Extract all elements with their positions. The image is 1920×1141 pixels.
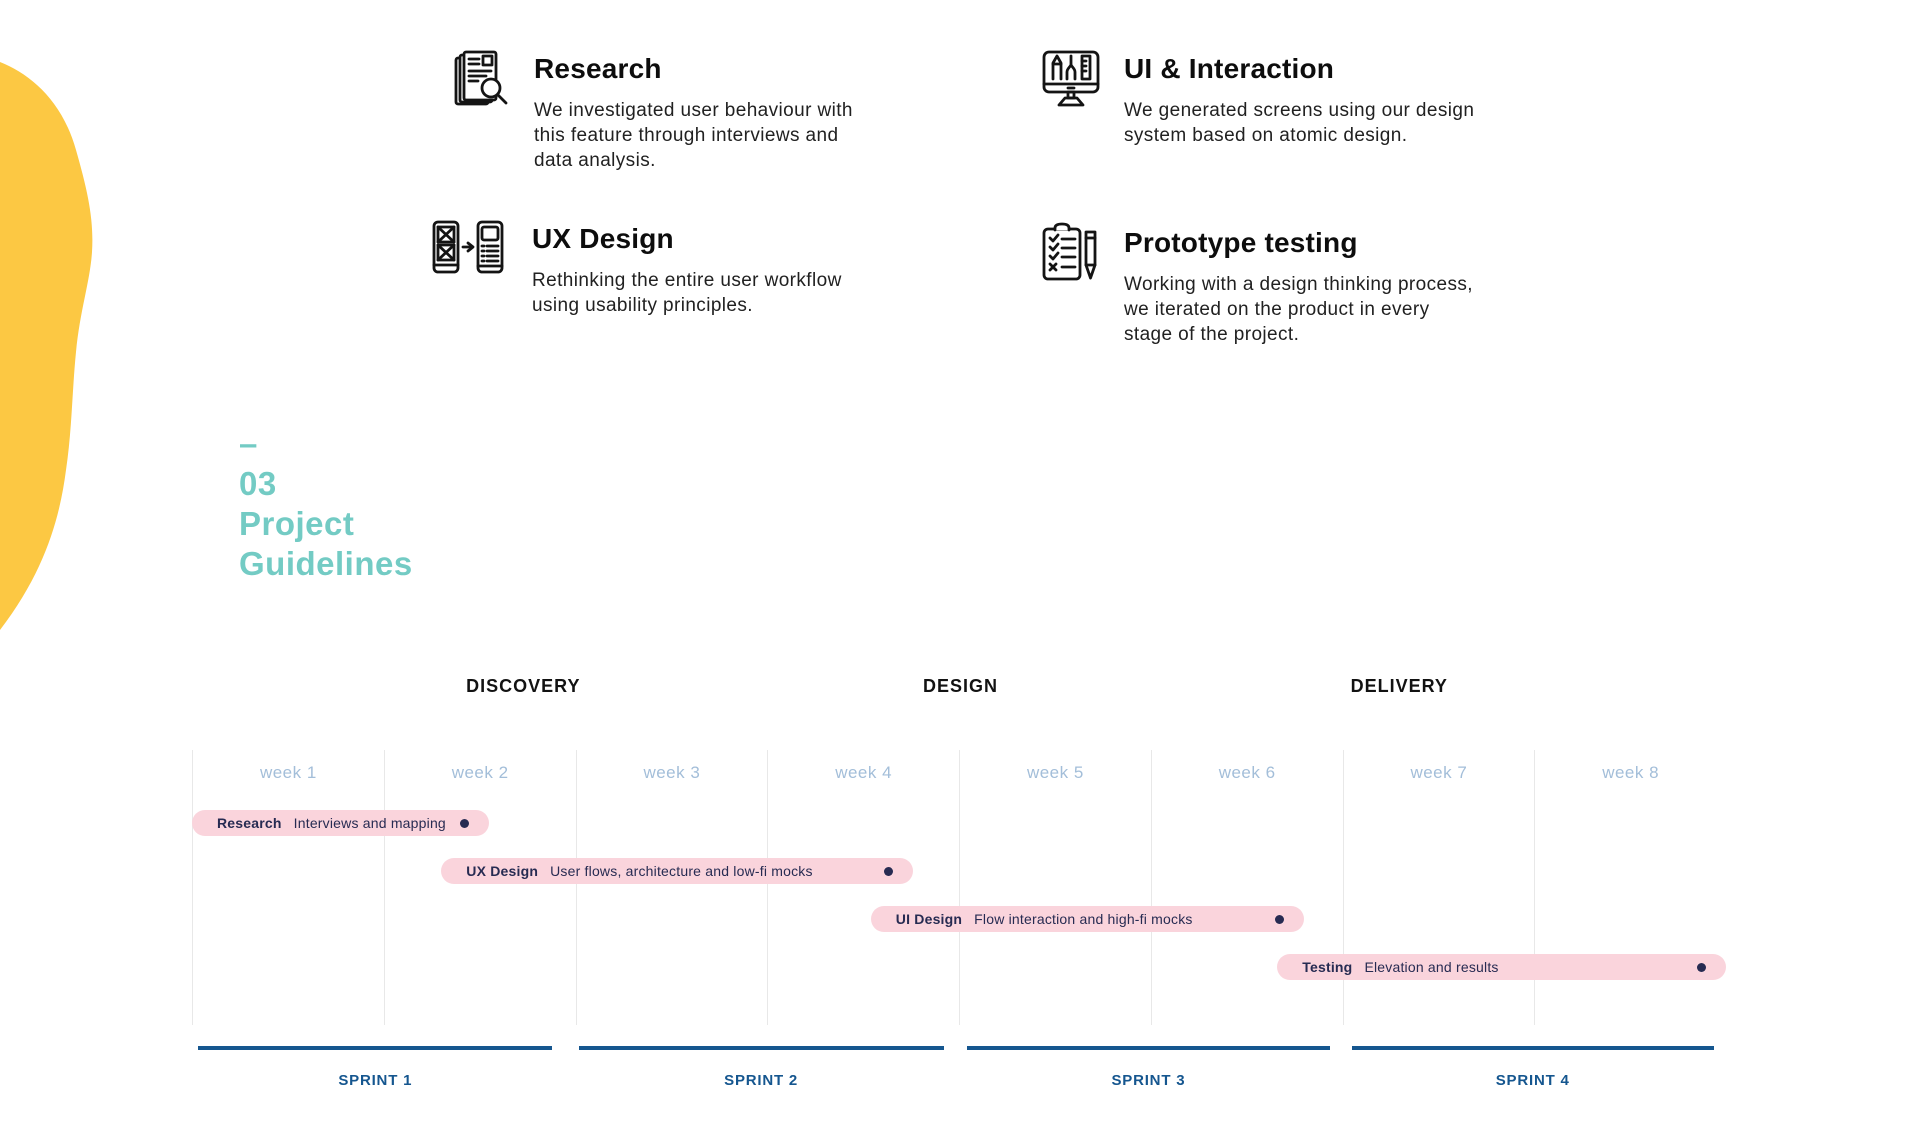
task-end-dot — [460, 818, 470, 828]
week-column: week 2 — [383, 750, 576, 1025]
wireframes-arrow-icon — [430, 216, 516, 318]
task-description: Flow interaction and high-fi mocks — [974, 911, 1193, 927]
week-column: week 5 — [959, 750, 1151, 1025]
phase-design: DESIGN — [923, 676, 999, 696]
task-bar-ux-design: UX Design User flows, architecture and l… — [441, 858, 913, 884]
week-label: week 4 — [835, 763, 893, 782]
week-column: week 6 — [1150, 750, 1343, 1025]
timeline-grid: week 1 week 2 week 3 week 4 week 5 week … — [192, 750, 1726, 1025]
week-label: week 1 — [259, 763, 317, 782]
feature-description: Working with a design thinking process, … — [1124, 274, 1473, 345]
feature-title: UI & Interaction — [1124, 53, 1335, 84]
clipboard-checklist-pencil-icon — [1038, 220, 1108, 347]
task-bar-ui-design: UI Design Flow interaction and high-fi m… — [870, 906, 1305, 932]
task-end-dot — [1275, 914, 1285, 924]
week-column: week 7 — [1342, 750, 1535, 1025]
task-name: UX Design — [466, 863, 539, 879]
week-column: week 4 — [767, 750, 959, 1025]
task-name: Testing — [1302, 959, 1353, 975]
task-name: Research — [217, 815, 282, 831]
feature-description: We investigated user behaviour with this… — [534, 100, 853, 171]
feature-title: Research — [534, 53, 662, 84]
sprint-4-label: SPRINT 4 — [1495, 1072, 1570, 1089]
week-label: week 2 — [451, 763, 509, 782]
task-name: UI Design — [895, 911, 963, 927]
sprint-1-line — [198, 1046, 553, 1050]
sprint-2-label: SPRINT 2 — [724, 1072, 799, 1089]
week-label: week 3 — [643, 763, 701, 782]
week-column: week 3 — [575, 750, 768, 1025]
task-description: Interviews and mapping — [293, 815, 446, 831]
feature-description: We generated screens using our design sy… — [1124, 100, 1475, 146]
task-description: User flows, architecture and low-fi mock… — [550, 863, 813, 879]
task-end-dot — [883, 866, 893, 876]
feature-title: Prototype testing — [1124, 227, 1358, 258]
week-label: week 6 — [1218, 763, 1276, 782]
feature-research: Research We investigated user behaviour … — [448, 46, 853, 173]
sprint-4-line — [1351, 1046, 1714, 1050]
phase-delivery: DELIVERY — [1350, 676, 1448, 696]
feature-ui-interaction: UI & Interaction We generated screens us… — [1038, 46, 1474, 148]
week-label: week 8 — [1602, 763, 1660, 782]
week-column: week 8 — [1534, 750, 1726, 1025]
task-bar-testing: Testing Elevation and results — [1277, 954, 1726, 980]
yellow-blob-decoration — [0, 62, 93, 630]
feature-prototype-testing: Prototype testing Working with a design … — [1038, 220, 1473, 347]
sprint-row: SPRINT 1 SPRINT 2 SPRINT 3 SPRINT 4 — [192, 1046, 1726, 1106]
sprint-3-label: SPRINT 3 — [1111, 1072, 1186, 1089]
phase-discovery: DISCOVERY — [466, 676, 581, 696]
task-description: Elevation and results — [1364, 959, 1499, 975]
sprint-2-line — [578, 1046, 944, 1050]
task-end-dot — [1696, 962, 1706, 972]
week-label: week 5 — [1026, 763, 1084, 782]
task-bar-research: Research Interviews and mapping — [192, 810, 490, 836]
feature-ux-design: UX Design Rethinking the entire user wor… — [430, 216, 842, 318]
sprint-3-line — [966, 1046, 1331, 1050]
feature-description: Rethinking the entire user workflow usin… — [532, 270, 842, 316]
sprint-1-label: SPRINT 1 — [338, 1072, 413, 1089]
week-column: week 1 — [192, 750, 384, 1025]
timeline-phase-headers: DISCOVERY DESIGN DELIVERY — [192, 676, 1726, 700]
documents-magnifier-icon — [448, 46, 518, 173]
week-label: week 7 — [1410, 763, 1468, 782]
monitor-design-tools-icon — [1038, 46, 1108, 148]
feature-title: UX Design — [532, 223, 674, 254]
section-heading-project-guidelines: – 03 Project Guidelines — [239, 425, 413, 582]
